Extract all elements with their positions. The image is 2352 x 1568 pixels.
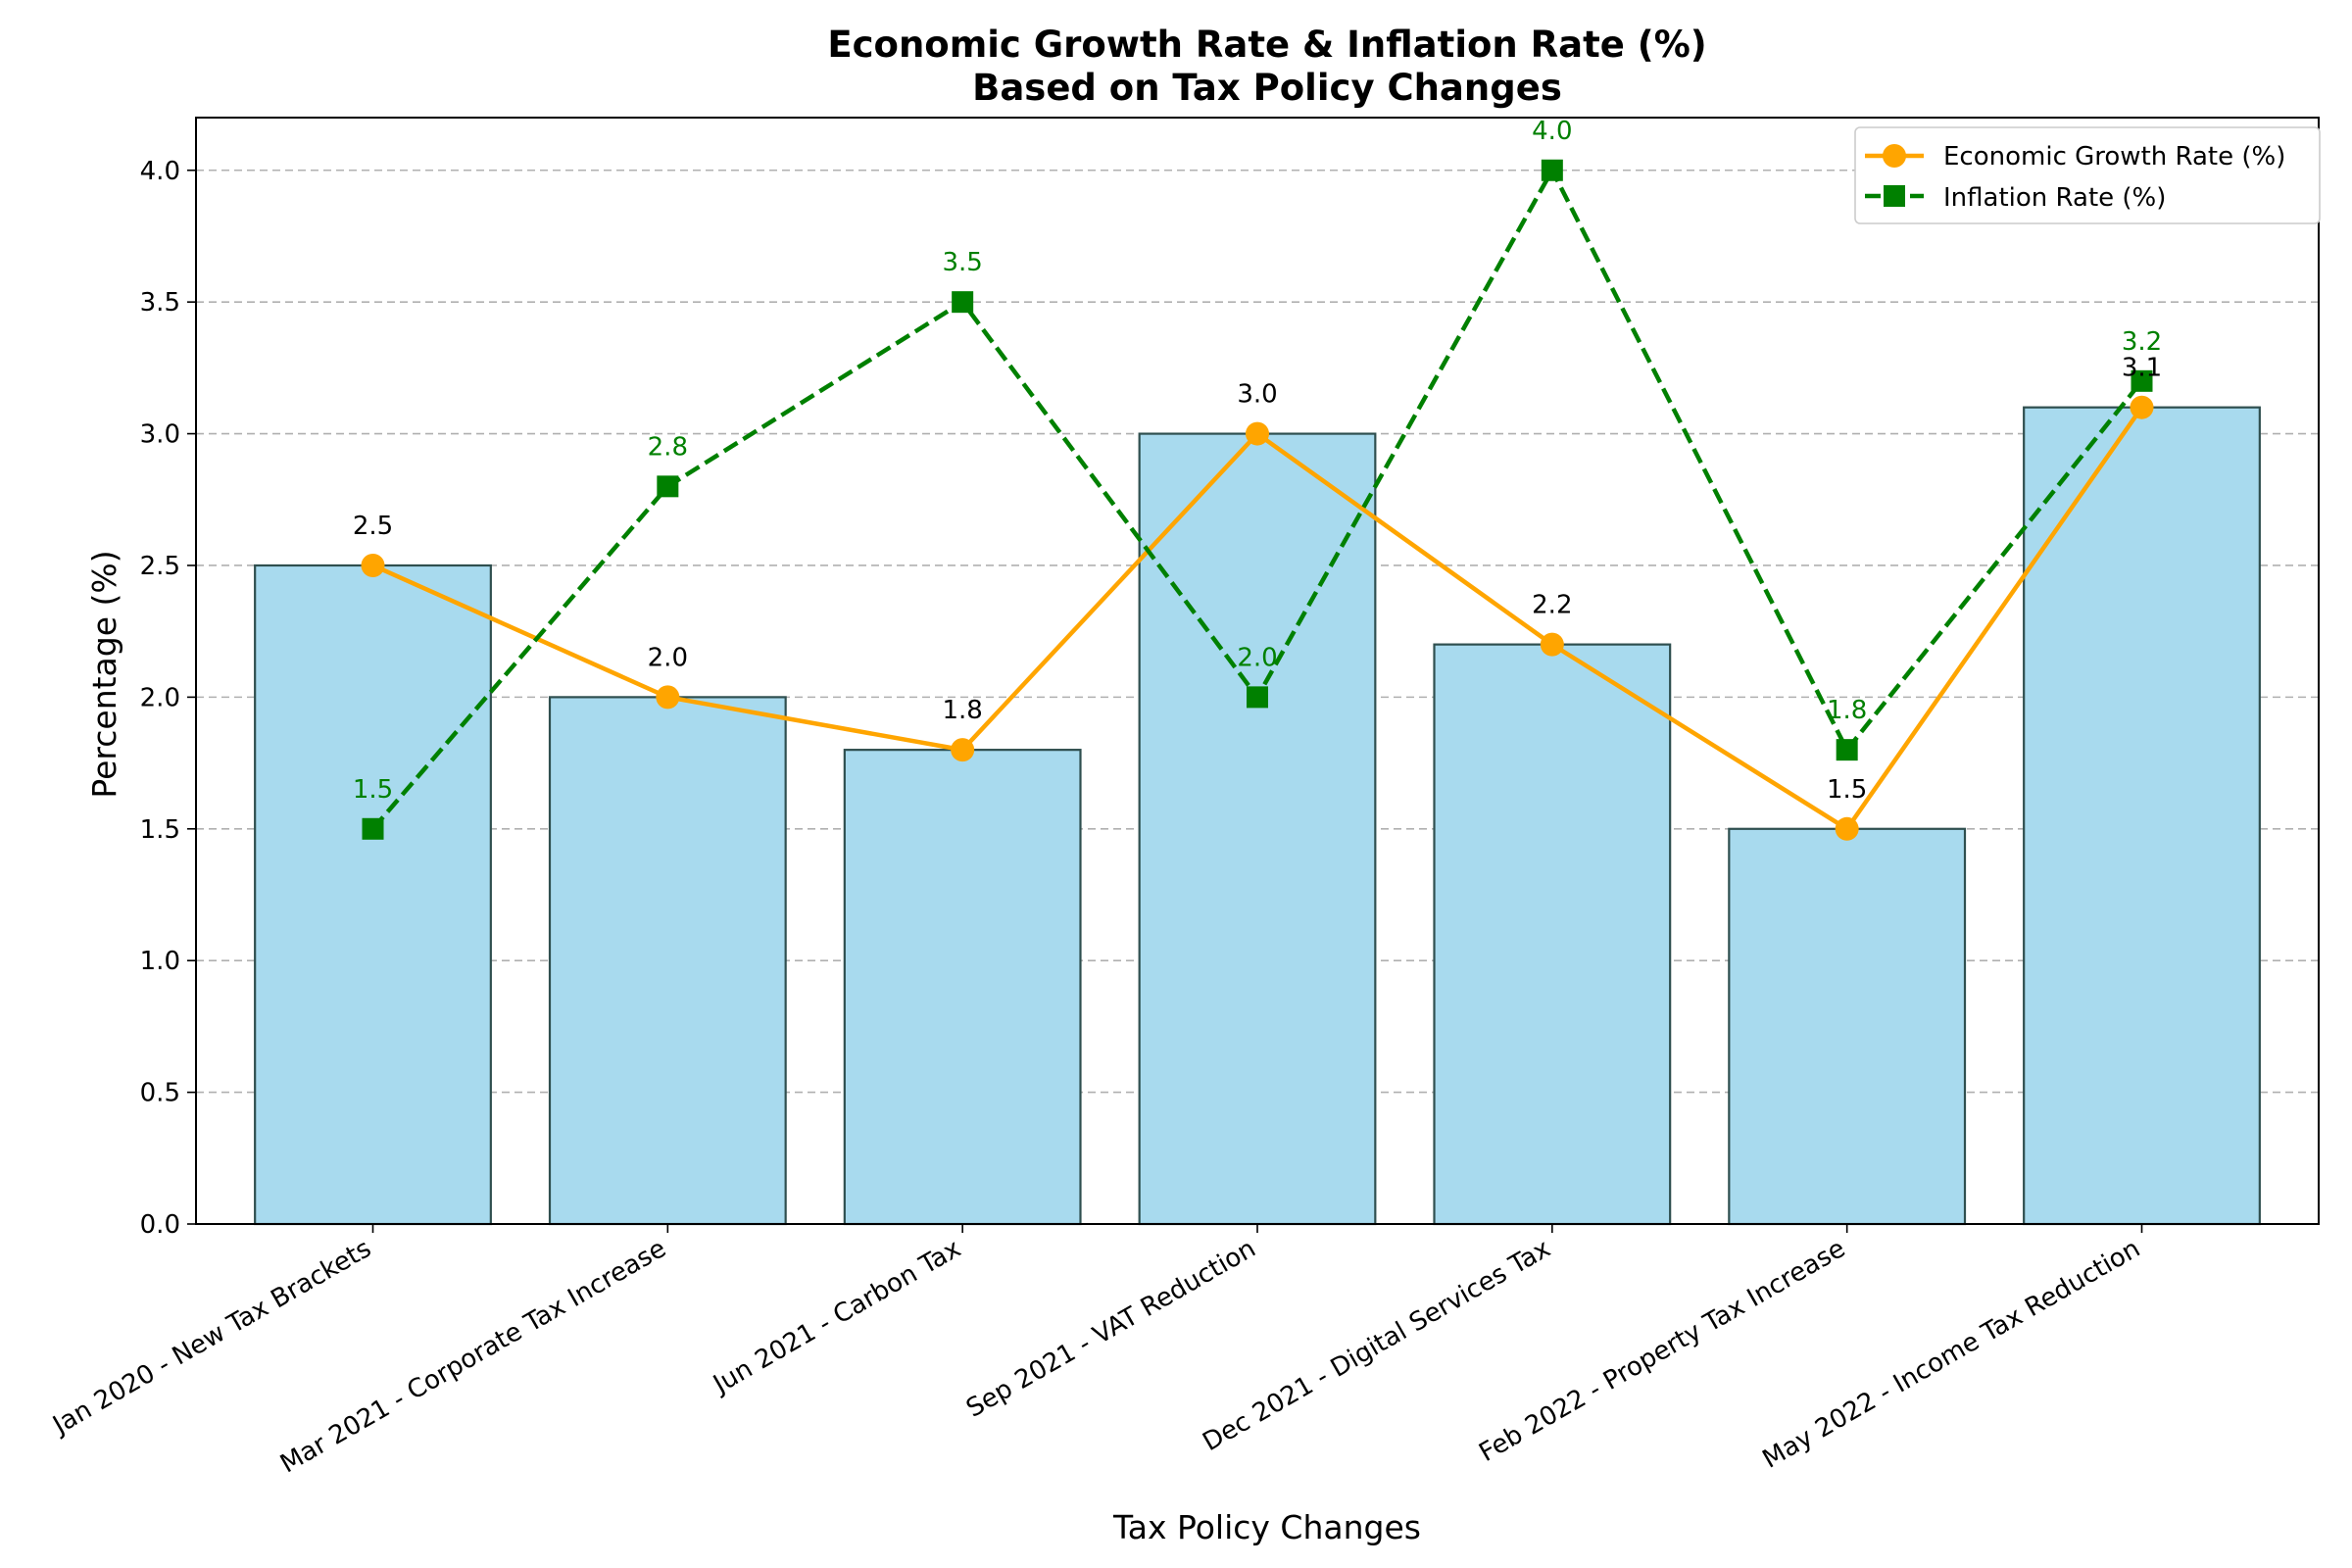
inflation-data-label: 1.5	[353, 775, 393, 805]
legend-inflation-label: Inflation Rate (%)	[1943, 183, 2166, 213]
growth-point	[361, 553, 385, 577]
inflation-point	[1836, 739, 1858, 761]
inflation-data-label: 2.0	[1237, 643, 1277, 672]
growth-point	[1540, 632, 1564, 657]
bar	[2023, 406, 2261, 1226]
x-tick-label: Dec 2021 - Digital Services Tax	[1198, 1234, 1555, 1457]
legend: Economic Growth Rate (%) Inflation Rate …	[1854, 126, 2321, 224]
legend-growth-label: Economic Growth Rate (%)	[1943, 142, 2285, 172]
chart-title-line2: Based on Tax Policy Changes	[972, 67, 1562, 109]
inflation-point	[657, 475, 679, 498]
growth-data-label: 1.8	[942, 696, 982, 725]
y-tick-label: 0.0	[140, 1210, 180, 1240]
inflation-data-label: 3.2	[2122, 327, 2162, 357]
growth-data-label: 3.1	[2122, 354, 2162, 383]
bar	[254, 564, 492, 1226]
bar	[1138, 432, 1377, 1226]
inflation-data-label: 4.0	[1532, 117, 1572, 146]
y-tick-label: 3.0	[140, 420, 180, 450]
bar	[843, 749, 1082, 1226]
y-tick-label: 0.5	[140, 1079, 180, 1108]
inflation-point	[362, 817, 384, 840]
growth-point	[951, 738, 975, 762]
x-tick-label: Jan 2020 - New Tax Brackets	[47, 1234, 376, 1442]
y-axis-label: Percentage (%)	[85, 550, 123, 798]
chart-title-line1: Economic Growth Rate & Inflation Rate (%…	[827, 24, 1706, 66]
y-tick-label: 3.5	[140, 288, 180, 318]
growth-point	[2130, 395, 2154, 419]
growth-point	[1835, 816, 1859, 841]
bar	[548, 696, 787, 1226]
growth-data-label: 2.2	[1532, 591, 1572, 620]
y-tick-label: 2.0	[140, 683, 180, 712]
legend-inflation-marker	[1884, 185, 1905, 207]
inflation-point	[952, 291, 974, 314]
x-axis-label: Tax Policy Changes	[1112, 1508, 1421, 1546]
inflation-point	[1541, 159, 1563, 181]
legend-box	[1854, 126, 2321, 224]
growth-data-label: 1.5	[1827, 775, 1867, 805]
inflation-data-label: 1.8	[1827, 696, 1867, 725]
inflation-point	[2131, 369, 2153, 392]
bars-layer	[254, 406, 2261, 1226]
markers-layer	[361, 159, 2154, 841]
inflation-data-label: 3.5	[942, 248, 982, 277]
labels-layer: 2.5 2.0 1.8 3.0 2.2 1.5 3.1 1.5 2.8 3.5 2.0 4.0 1.8 3…	[353, 117, 2162, 805]
y-tick-label: 4.0	[140, 157, 180, 186]
growth-data-label: 2.5	[353, 512, 393, 541]
y-tick-label: 1.5	[140, 815, 180, 845]
x-tick-label: Jun 2021 - Carbon Tax	[707, 1234, 965, 1400]
growth-point	[1246, 421, 1269, 446]
y-tick-label: 1.0	[140, 947, 180, 976]
growth-point	[656, 685, 680, 710]
bar	[1433, 643, 1672, 1226]
y-tick-label: 2.5	[140, 552, 180, 581]
inflation-data-label: 2.8	[648, 432, 688, 462]
growth-data-label: 2.0	[648, 643, 688, 672]
legend-growth-marker	[1883, 144, 1906, 168]
inflation-point	[1247, 686, 1268, 709]
bar	[1728, 827, 1967, 1226]
x-tick-label: Sep 2021 - VAT Reduction	[961, 1234, 1260, 1424]
growth-data-label: 3.0	[1237, 380, 1277, 410]
